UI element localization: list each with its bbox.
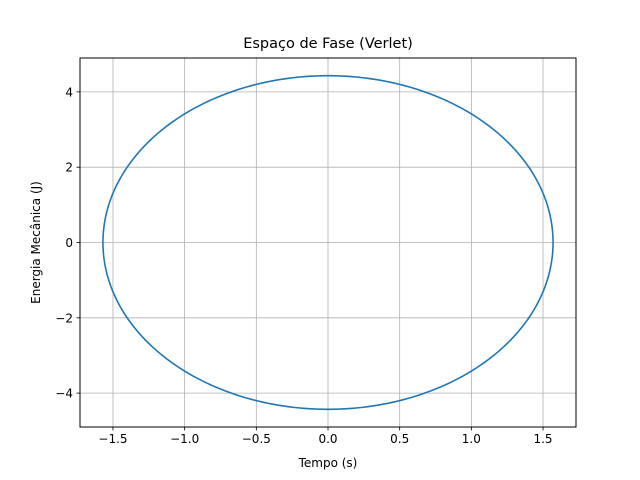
x-tick-label: −0.5 (242, 432, 271, 446)
x-tick-label: 0.5 (390, 432, 409, 446)
ticks: −1.5 −1.0 −0.5 0.0 0.5 1.0 1.5 −4 −2 0 2 4 (55, 85, 552, 446)
x-tick-label: −1.0 (170, 432, 199, 446)
y-tick-label: 0 (65, 236, 73, 250)
y-tick-label: −4 (55, 387, 73, 401)
chart-title: Espaço de Fase (Verlet) (243, 36, 413, 52)
phase-space-trajectory-line (102, 74, 554, 411)
y-axis-label: Energia Mecânica (J) (29, 181, 43, 304)
series-layer (102, 74, 554, 411)
y-tick-label: 2 (65, 161, 73, 175)
y-tick-label: −2 (55, 311, 73, 325)
grid (80, 58, 576, 427)
x-tick-label: 1.5 (533, 432, 552, 446)
x-axis-label: Tempo (s) (298, 456, 358, 470)
y-tick-label: 4 (65, 85, 73, 99)
x-tick-label: −1.5 (98, 432, 127, 446)
x-tick-label: 0.0 (318, 432, 337, 446)
x-tick-label: 1.0 (462, 432, 481, 446)
